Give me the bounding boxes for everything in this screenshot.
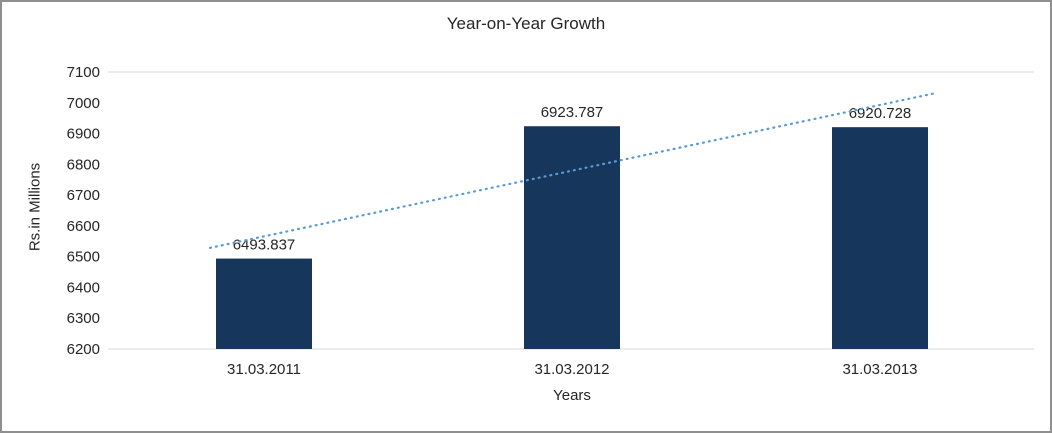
y-tick-label: 6500	[67, 249, 100, 266]
y-tick-label: 6200	[67, 341, 100, 358]
bar	[832, 127, 928, 350]
x-category-label: 31.03.2012	[534, 361, 609, 378]
y-tick-label: 6800	[67, 156, 100, 173]
y-tick-label: 6700	[67, 187, 100, 204]
y-tick-label: 6300	[67, 310, 100, 327]
x-axis-title: Years	[553, 387, 591, 404]
bar	[216, 258, 312, 349]
bar-data-label: 6493.837	[233, 237, 296, 254]
x-category-label: 31.03.2013	[842, 361, 917, 378]
chart-title: Year-on-Year Growth	[446, 14, 606, 33]
trendline	[208, 92, 936, 249]
bar	[524, 126, 620, 350]
bar-data-label: 6923.787	[541, 104, 604, 121]
y-tick-label: 6900	[67, 126, 100, 143]
y-tick-label: 6400	[67, 279, 100, 296]
y-tick-label: 7000	[67, 95, 100, 112]
bar-data-label: 6920.728	[849, 105, 912, 122]
y-tick-label: 7100	[67, 64, 100, 81]
y-tick-label: 6600	[67, 218, 100, 235]
x-category-label: 31.03.2011	[227, 361, 301, 378]
